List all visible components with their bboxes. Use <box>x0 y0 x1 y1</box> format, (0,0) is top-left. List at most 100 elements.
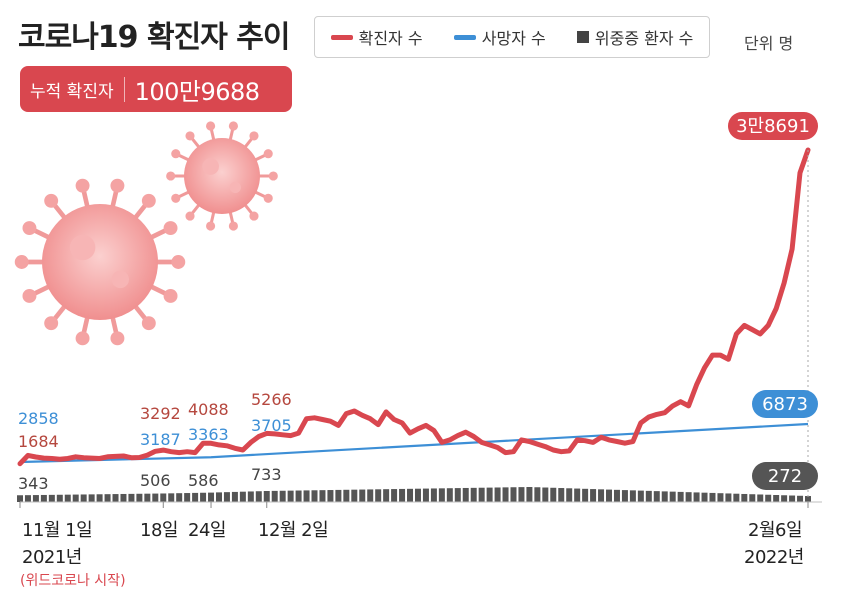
virus-spike-tip <box>171 255 186 269</box>
virus-spike-tip <box>249 211 259 221</box>
severe-bar <box>17 495 23 502</box>
virus-spike-tip <box>141 316 156 331</box>
virus-spot <box>229 181 241 194</box>
severe-bar <box>287 490 294 502</box>
severe-bar <box>454 488 461 502</box>
severe-bar <box>462 487 469 502</box>
severe-bar <box>757 494 764 502</box>
virus-spike-tip <box>141 193 156 208</box>
severe-bar <box>542 487 549 502</box>
virus-spike-tip <box>44 316 59 331</box>
severe-bar <box>574 488 581 502</box>
cumulative-value: 100만9688 <box>134 77 260 106</box>
severe-bar <box>192 492 199 502</box>
severe-bar <box>606 489 613 502</box>
virus-spike-tip <box>163 221 178 235</box>
severe-bar <box>48 494 55 502</box>
virus-spike-tip <box>185 131 195 141</box>
legend-swatch-deaths <box>453 34 476 40</box>
virus-spike-tip <box>22 289 37 303</box>
source-note: (위드코로나 시작) <box>20 573 126 589</box>
severe-bar <box>255 491 262 502</box>
severe-bar <box>271 490 278 502</box>
virus-spot <box>111 270 129 289</box>
severe-bar <box>383 489 390 502</box>
legend-item-deaths: 사망자 수 <box>453 25 546 49</box>
virus-spike-tip <box>14 255 29 269</box>
annotation-deaths: 3363 <box>188 425 229 444</box>
virus-spike-tip <box>263 149 273 159</box>
severe-bar <box>414 488 421 502</box>
severe-bar <box>247 491 254 502</box>
x-label-2022: 2022년 <box>744 547 804 568</box>
annotation-cases: 3292 <box>140 404 181 423</box>
virus-spike-tip <box>228 121 238 131</box>
annotation-severe: 343 <box>18 474 49 493</box>
severe-bar <box>653 491 660 502</box>
severe-bar <box>805 496 811 502</box>
severe-bar <box>375 489 382 502</box>
severe-bar <box>120 493 127 502</box>
legend-label-cases: 확진자 수 <box>358 29 423 48</box>
severe-bar <box>184 493 191 502</box>
x-axis-ticks <box>19 502 809 508</box>
severe-bar <box>430 488 437 502</box>
severe-bar <box>534 487 541 502</box>
annotation-deaths: 3705 <box>251 416 292 435</box>
severe-bar <box>765 494 772 502</box>
severe-bar <box>446 488 453 502</box>
severe-bar <box>279 490 286 502</box>
annotation-deaths: 2858 <box>18 409 59 428</box>
end-badge-cases-text: 3만8691 <box>736 116 810 137</box>
severe-bar <box>40 494 47 502</box>
virus-illustration-large <box>14 178 186 346</box>
severe-bar <box>152 493 159 502</box>
virus-body <box>42 204 158 320</box>
severe-bar <box>789 495 796 502</box>
severe-bar <box>797 495 804 502</box>
cumulative-badge: 누적 확진자 100만9688 <box>20 66 292 112</box>
severe-bar <box>80 494 87 502</box>
severe-bar <box>24 495 31 502</box>
severe-bar <box>407 488 414 502</box>
severe-bar <box>438 488 445 502</box>
end-badge-deaths-bg <box>752 390 818 418</box>
severe-bar <box>112 494 119 502</box>
severe-bar <box>741 493 748 502</box>
annotation-severe: 506 <box>140 471 171 490</box>
legend-label-severe: 위중증 환자 수 <box>594 29 694 48</box>
severe-bar <box>96 494 103 502</box>
severe-bar <box>144 493 151 502</box>
severe-bar <box>311 490 318 502</box>
virus-spike-tip <box>75 178 90 193</box>
virus-spike-tip <box>263 193 273 203</box>
annotation-severe: 586 <box>188 471 219 490</box>
severe-bar <box>725 493 732 502</box>
severe-bar <box>645 490 652 502</box>
virus-spike-tip <box>163 289 178 303</box>
virus-spike-tip <box>228 221 238 231</box>
severe-bar <box>303 490 310 502</box>
severe-bar <box>343 489 350 502</box>
severe-bar <box>351 489 358 502</box>
severe-bar <box>319 490 326 502</box>
severe-bar <box>677 491 684 502</box>
severe-bar <box>367 489 374 502</box>
virus-spike-tip <box>249 131 259 141</box>
annotation-severe: 733 <box>251 465 282 484</box>
severe-bar <box>494 487 501 502</box>
legend-label-deaths: 사망자 수 <box>481 29 546 48</box>
virus-spike-tip <box>110 178 125 193</box>
severe-bar <box>526 487 533 502</box>
severe-bar <box>661 491 668 502</box>
severe-bar <box>669 491 676 502</box>
virus-spike-tip <box>171 149 181 159</box>
annotation-cases: 1684 <box>18 432 59 451</box>
severe-bar <box>128 493 135 502</box>
severe-bar <box>502 487 509 502</box>
severe-bar <box>160 493 167 502</box>
value-annotations: 1684 2858 343 3292 3187 506 4088 3363 586 5266 370… <box>18 390 292 493</box>
severe-bar <box>510 487 517 502</box>
annotation-cases: 4088 <box>188 400 229 419</box>
severe-bar <box>223 492 230 502</box>
